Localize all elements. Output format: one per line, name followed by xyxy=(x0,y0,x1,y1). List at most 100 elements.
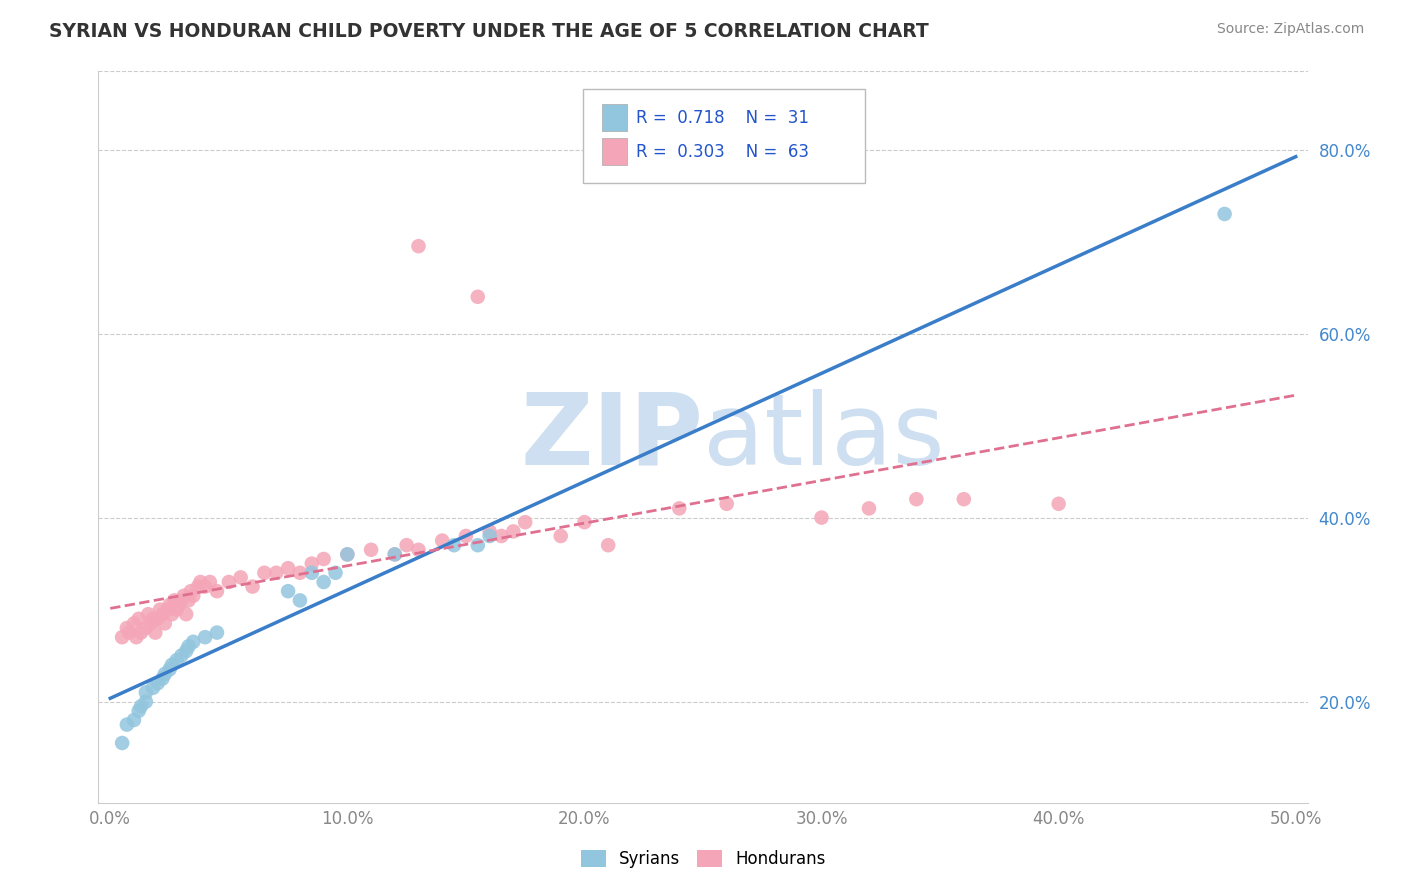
Point xyxy=(129,625,152,640)
Point xyxy=(135,685,157,699)
Text: ZIP: ZIP xyxy=(520,389,703,485)
Point xyxy=(143,625,166,640)
Point xyxy=(454,529,477,543)
Point xyxy=(166,653,188,667)
Point xyxy=(478,529,501,543)
Text: atlas: atlas xyxy=(703,389,945,485)
Point xyxy=(384,548,406,562)
Point xyxy=(301,566,323,580)
Point xyxy=(111,630,134,644)
Point xyxy=(159,598,181,612)
Point xyxy=(668,501,690,516)
Point xyxy=(325,566,347,580)
Point xyxy=(360,542,382,557)
Point xyxy=(408,239,430,253)
Point xyxy=(152,672,174,686)
Point xyxy=(135,621,157,635)
Point xyxy=(128,612,150,626)
Point xyxy=(163,593,186,607)
Point xyxy=(336,548,359,562)
Point xyxy=(491,529,513,543)
Legend: Syrians, Hondurans: Syrians, Hondurans xyxy=(574,844,832,875)
Point xyxy=(598,538,620,552)
Point xyxy=(502,524,524,539)
Point xyxy=(1213,207,1236,221)
Point xyxy=(156,602,179,616)
Point xyxy=(198,574,221,589)
Text: SYRIAN VS HONDURAN CHILD POVERTY UNDER THE AGE OF 5 CORRELATION CHART: SYRIAN VS HONDURAN CHILD POVERTY UNDER T… xyxy=(49,22,929,41)
Point xyxy=(180,584,202,599)
Point xyxy=(218,574,240,589)
Point xyxy=(467,290,489,304)
Point xyxy=(264,566,287,580)
Point xyxy=(170,648,193,663)
Point xyxy=(173,589,195,603)
Point xyxy=(858,501,880,516)
Point xyxy=(408,542,430,557)
Point xyxy=(177,593,200,607)
Point xyxy=(142,612,165,626)
Point xyxy=(177,640,200,654)
Point xyxy=(174,644,197,658)
Point xyxy=(312,552,335,566)
Point xyxy=(336,548,359,562)
Point xyxy=(167,598,190,612)
Point xyxy=(115,717,138,731)
Text: R =  0.718    N =  31: R = 0.718 N = 31 xyxy=(636,109,808,127)
Point xyxy=(467,538,489,552)
Point xyxy=(160,607,183,622)
Point xyxy=(125,630,148,644)
Point xyxy=(288,566,311,580)
Point xyxy=(152,607,174,622)
Point xyxy=(1047,497,1070,511)
Point xyxy=(242,580,264,594)
Text: Source: ZipAtlas.com: Source: ZipAtlas.com xyxy=(1216,22,1364,37)
Point xyxy=(146,612,169,626)
Point xyxy=(118,625,141,640)
Point xyxy=(443,538,465,552)
Point xyxy=(149,602,172,616)
Point xyxy=(277,584,299,599)
Point xyxy=(146,676,169,690)
Point xyxy=(515,515,537,529)
Point xyxy=(129,699,152,714)
Point xyxy=(142,681,165,695)
Point xyxy=(139,616,162,631)
Point xyxy=(166,602,188,616)
Point xyxy=(194,630,217,644)
Point xyxy=(301,557,323,571)
Point xyxy=(181,589,204,603)
Point xyxy=(550,529,572,543)
Point xyxy=(111,736,134,750)
Point xyxy=(174,607,197,622)
Point xyxy=(716,497,738,511)
Point xyxy=(160,657,183,672)
Point xyxy=(478,524,501,539)
Point xyxy=(312,574,335,589)
Point xyxy=(277,561,299,575)
Point xyxy=(810,510,832,524)
Point xyxy=(288,593,311,607)
Point xyxy=(194,580,217,594)
Point xyxy=(205,625,228,640)
Point xyxy=(395,538,418,552)
Point xyxy=(187,580,209,594)
Point xyxy=(952,492,974,507)
Point xyxy=(205,584,228,599)
Point xyxy=(159,662,181,676)
Point xyxy=(190,574,212,589)
Point xyxy=(122,713,145,727)
Point xyxy=(432,533,454,548)
Point xyxy=(136,607,159,622)
Point xyxy=(122,616,145,631)
Point xyxy=(253,566,276,580)
Point xyxy=(181,634,204,648)
Point xyxy=(229,570,252,584)
Point xyxy=(128,704,150,718)
Point xyxy=(905,492,928,507)
Point xyxy=(574,515,596,529)
Point xyxy=(153,616,176,631)
Point xyxy=(384,548,406,562)
Point xyxy=(153,667,176,681)
Point xyxy=(135,695,157,709)
